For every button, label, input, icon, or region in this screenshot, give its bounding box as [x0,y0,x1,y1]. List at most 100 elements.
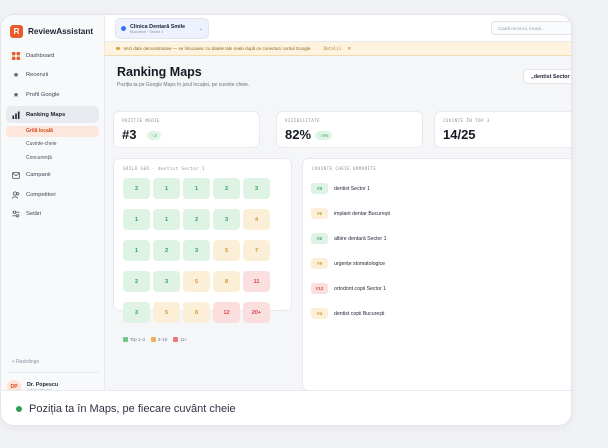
app-window: R ReviewAssistant Dashboard ★ Recenzii ★… [0,14,572,426]
caption-text: Poziția ta în Maps, pe fiecare cuvânt ch… [29,403,236,415]
warning-dot-icon [116,46,120,51]
collapse-sidebar-button[interactable]: « Restrânge [12,359,40,365]
user-name: Dr. Popescu [27,381,59,388]
legend-item-mid: 4–10 [150,337,167,342]
demo-data-banner: Vezi date demonstrative — se înlocuiesc … [105,42,571,56]
clinic-status-icon [121,26,126,31]
sidebar-subitem-concurenta[interactable]: Concurență [26,154,52,161]
keyword-select[interactable]: „dentist Sector 1” [523,69,571,84]
metric-value: 14/25 [443,127,476,142]
geo-grid-cell[interactable]: 3 [123,302,150,323]
geo-grid-cell[interactable]: 5 [213,240,240,261]
mail-icon [12,171,20,179]
brand[interactable]: R ReviewAssistant [10,25,93,38]
sidebar-item-label: Recenzii [26,72,49,79]
geo-grid-cell[interactable]: 2 [183,209,210,230]
geo-grid-cell[interactable]: 3 [213,209,240,230]
tracked-keywords-label: CUVINTE CHEIE URMĂRITE [312,166,377,171]
geo-grid-cell[interactable]: 1 [123,240,150,261]
sidebar-item-profil-google[interactable]: ★ Profil Google [6,86,99,103]
metric-value: #3 [122,127,137,142]
keyword-text: dentist Sector 1 [334,185,371,192]
metric-label: POZIȚIE MEDIE [122,118,160,123]
geo-grid-cell[interactable]: 1 [123,209,150,230]
geo-grid-cell[interactable]: 12 [213,302,240,323]
sidebar-item-setari[interactable]: Setări [6,206,99,223]
topbar: Clinica Dentară Smile București · Sector… [105,15,571,42]
geo-grid-cell[interactable]: 2 [153,240,180,261]
geo-grid-cell[interactable]: 11 [243,271,270,292]
rank-badge: #12 [311,283,328,294]
star-icon: ★ [12,72,20,80]
app-logo-icon: R [10,25,23,38]
metric-card-visibility: VIZIBILITATE 82% ↑ 6% [276,111,423,148]
geo-grid-cell[interactable]: 2 [123,271,150,292]
rank-badge: #2 [311,233,328,244]
geo-grid-label: GRILĂ GEO · dentist Sector 1 [123,166,205,171]
geo-grid-cell[interactable]: 2 [123,178,150,199]
status-dot-icon [16,406,22,412]
chevron-down-icon: ⌄ [198,26,203,32]
geo-grid-cell[interactable]: 3 [153,271,180,292]
sidebar-item-recenzii[interactable]: ★ Recenzii [6,67,99,84]
metric-value: 82% [285,127,312,142]
keyword-text: urgențe stomatologice [334,260,386,267]
geo-grid-cell[interactable]: 20+ [243,302,270,323]
sidebar-subitem-cuvinte-cheie[interactable]: Cuvinte-cheie [26,141,57,148]
rank-badge: #4 [311,308,328,319]
geo-grid-cell[interactable]: 4 [243,209,270,230]
banner-text: Vezi date demonstrative — se înlocuiesc … [123,46,312,51]
rank-badge: #9 [311,258,328,269]
geo-grid-cell[interactable]: 5 [153,302,180,323]
sidebar-item-campanii[interactable]: Campanii [6,167,99,184]
sidebar-item-label: Ranking Maps [26,111,66,118]
geo-grid-cell[interactable]: 3 [243,178,270,199]
sidebar-item-label: Dashboard [26,52,55,59]
legend-item-top: Top 1–3 [123,337,145,342]
banner-details-link[interactable]: Detalii [323,46,342,51]
search-input[interactable]: Caută recenzii, locații... [491,21,571,35]
metric-label: VIZIBILITATE [285,118,321,123]
trend-badge: ↑ 2 [147,131,161,140]
geo-grid-cell[interactable]: 2 [213,178,240,199]
sidebar-nav: Dashboard ★ Recenzii ★ Profil Google Ran… [6,47,99,226]
sliders-icon [12,210,20,218]
geo-grid-cell[interactable]: 7 [243,240,270,261]
geo-grid-cell[interactable]: 5 [183,271,210,292]
close-icon[interactable]: ✕ [347,45,352,52]
caption-bar: Poziția ta în Maps, pe fiecare cuvânt ch… [1,390,571,425]
sidebar-subitem-grila-locala[interactable]: Grilă locală [6,125,99,137]
sidebar-item-label: Competitori [26,191,56,198]
clinic-location: București · Sector 1 [130,29,164,34]
geo-grid-cell[interactable]: 1 [183,178,210,199]
geo-grid-cell[interactable]: 1 [153,178,180,199]
geo-grid-cell[interactable]: 3 [183,240,210,261]
keyword-text: albire dentară Sector 1 [334,235,387,242]
clinic-name: Clinica Dentară Smile [130,23,186,30]
keyword-text: dentist copii București [334,310,385,317]
rank-badge: #6 [311,208,328,219]
sidebar-item-ranking-maps[interactable]: Ranking Maps [6,106,99,124]
sidebar-item-label: Campanii [26,172,51,179]
metric-card-average-position: POZIȚIE MEDIE #3 ↑ 2 [113,111,260,148]
sidebar-item-competitori[interactable]: Competitori [6,186,99,203]
geo-grid-cell[interactable]: 1 [153,209,180,230]
metric-card-top3-keywords: CUVINTE ÎN TOP 3 14/25 [434,111,571,148]
metric-label: CUVINTE ÎN TOP 3 [443,118,490,123]
sidebar-item-label: Profil Google [26,91,60,98]
main-content: Clinica Dentară Smile București · Sector… [105,15,571,391]
geo-grid-cell[interactable]: 8 [183,302,210,323]
grid-icon [12,51,20,60]
geo-grid-cell[interactable]: 8 [213,271,240,292]
clinic-selector[interactable]: Clinica Dentară Smile București · Sector… [115,18,209,39]
sidebar-item-dashboard[interactable]: Dashboard [6,47,99,64]
sidebar: R ReviewAssistant Dashboard ★ Recenzii ★… [1,15,105,394]
legend-item-low: 11+ [173,337,187,342]
